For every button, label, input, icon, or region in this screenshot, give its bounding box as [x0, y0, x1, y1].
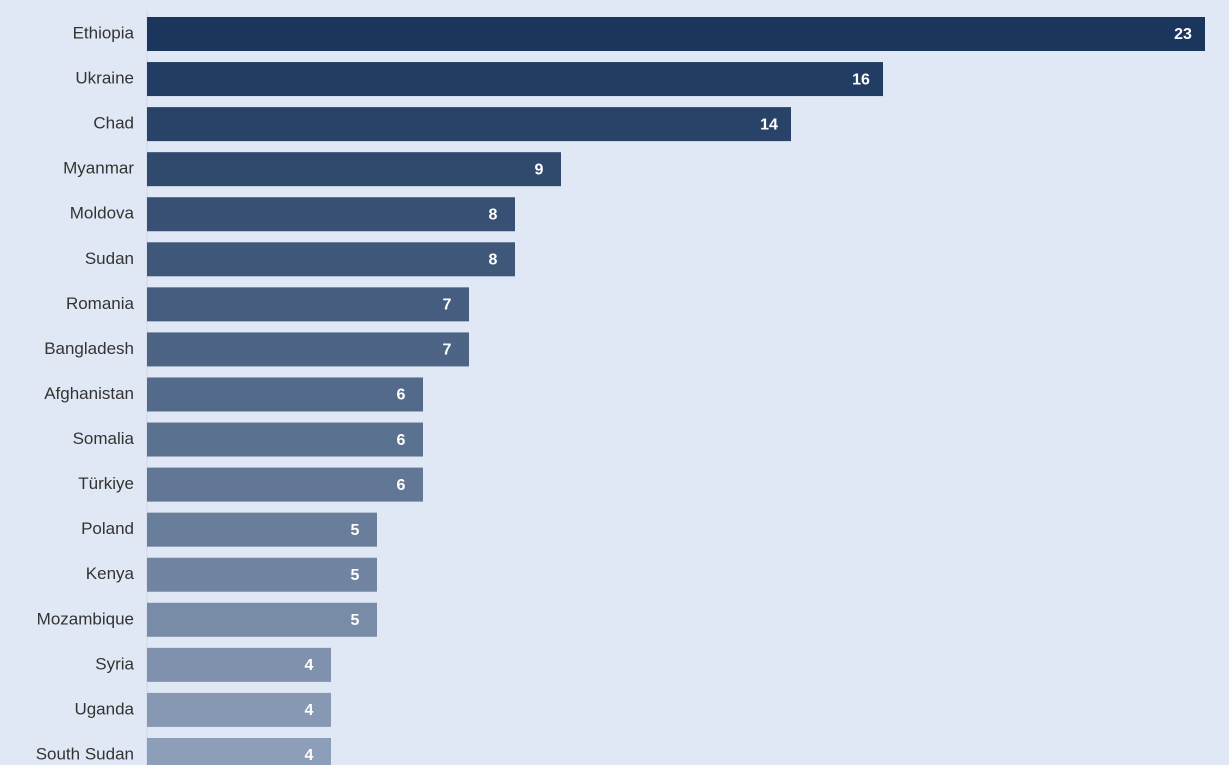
bar — [147, 242, 515, 277]
category-label: Myanmar — [63, 159, 134, 178]
value-label: 5 — [351, 612, 360, 629]
value-label: 14 — [760, 116, 778, 133]
category-label: South Sudan — [36, 744, 134, 763]
category-label: Romania — [66, 294, 135, 313]
value-label: 8 — [489, 252, 498, 269]
bar — [147, 152, 561, 187]
bar — [147, 197, 515, 232]
value-label: 4 — [305, 657, 314, 674]
value-label: 6 — [397, 387, 406, 404]
value-label: 6 — [397, 477, 406, 494]
category-label: Somalia — [73, 429, 135, 448]
bar — [147, 422, 423, 457]
category-label: Poland — [81, 519, 134, 538]
bar — [147, 332, 469, 367]
bar — [147, 62, 883, 97]
category-label: Sudan — [85, 249, 134, 268]
bar — [147, 602, 377, 637]
category-label: Chad — [93, 114, 134, 133]
bar — [147, 512, 377, 547]
value-label: 6 — [397, 432, 406, 449]
bar — [147, 377, 423, 412]
value-label: 4 — [305, 747, 314, 764]
category-label: Türkiye — [78, 474, 134, 493]
value-label: 7 — [443, 342, 452, 359]
value-label: 4 — [305, 702, 314, 719]
bar — [147, 692, 331, 727]
category-label: Bangladesh — [44, 339, 134, 358]
value-label: 5 — [351, 567, 360, 584]
category-label: Moldova — [70, 204, 135, 223]
value-label: 8 — [489, 206, 498, 223]
bar — [147, 287, 469, 322]
category-label: Syria — [95, 654, 134, 673]
category-label: Kenya — [86, 564, 135, 583]
category-label: Mozambique — [37, 609, 134, 628]
category-label: Ethiopia — [73, 23, 135, 42]
value-label: 9 — [535, 161, 544, 178]
bar — [147, 467, 423, 502]
value-label: 5 — [351, 522, 360, 539]
category-label: Uganda — [74, 699, 134, 718]
bar — [147, 737, 331, 765]
bar — [147, 647, 331, 682]
bar — [147, 557, 377, 592]
bar — [147, 17, 1205, 51]
category-label: Afghanistan — [44, 384, 134, 403]
value-label: 23 — [1174, 26, 1192, 43]
value-label: 7 — [443, 297, 452, 314]
value-label: 16 — [852, 71, 870, 88]
category-label: Ukraine — [75, 69, 134, 88]
bar — [147, 107, 791, 142]
